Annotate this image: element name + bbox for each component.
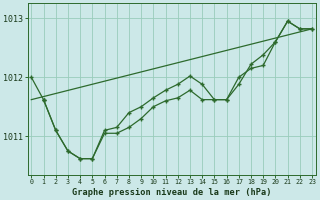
X-axis label: Graphe pression niveau de la mer (hPa): Graphe pression niveau de la mer (hPa) xyxy=(72,188,271,197)
